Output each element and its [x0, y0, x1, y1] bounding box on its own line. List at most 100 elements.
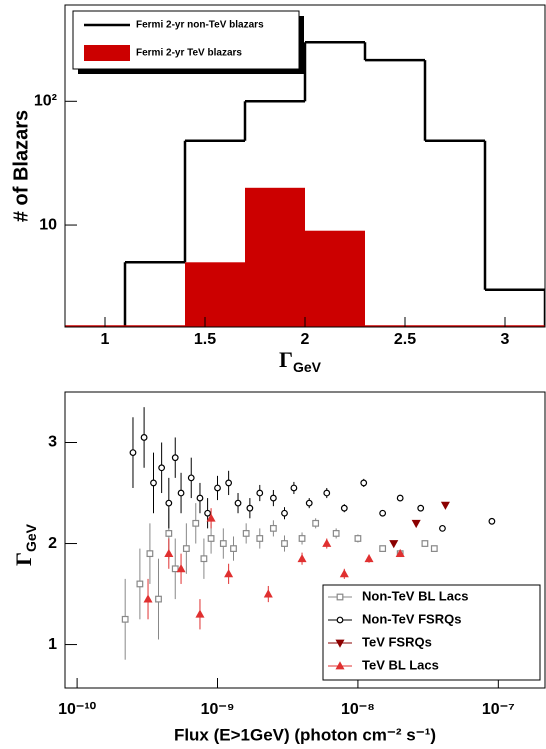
y-tick-label: 10² — [34, 93, 57, 110]
marker — [195, 609, 205, 618]
marker — [224, 569, 234, 578]
marker — [312, 519, 320, 527]
x-label-sub: GeV — [293, 359, 322, 375]
y-tick-label: 2 — [48, 535, 57, 552]
marker — [335, 639, 345, 648]
y-label-main: Γ — [11, 552, 36, 566]
hist-bar — [305, 230, 365, 327]
marker — [335, 661, 345, 670]
hist-bar — [245, 187, 305, 327]
x-tick-label: 2.5 — [394, 331, 416, 348]
marker — [430, 545, 438, 552]
marker — [256, 489, 264, 497]
marker — [121, 615, 129, 623]
marker — [204, 509, 211, 517]
marker — [143, 594, 153, 603]
marker — [206, 513, 216, 522]
legend-label: Non-TeV FSRQs — [362, 611, 461, 626]
axes: 10⁻¹⁰ 10⁻⁹ 10⁻⁸ 10⁻⁷ 1 2 3 — [48, 391, 546, 718]
frame — [64, 391, 546, 689]
marker — [322, 538, 332, 547]
marker — [165, 499, 173, 507]
marker — [336, 593, 344, 601]
x-tick-label: 1.5 — [194, 331, 216, 348]
marker — [171, 454, 179, 462]
marker — [192, 519, 200, 527]
marker — [339, 569, 349, 578]
marker — [269, 524, 277, 532]
legend-box — [322, 584, 541, 681]
y-label-sub: GeV — [23, 523, 39, 552]
marker — [323, 489, 331, 497]
marker — [340, 504, 348, 512]
y-axis-label: ΓGeV — [11, 523, 39, 566]
x-tick-label: 1 — [101, 331, 110, 348]
legend-label: Fermi 2-yr TeV blazars — [136, 48, 242, 59]
marker — [256, 535, 264, 542]
marker — [439, 524, 446, 532]
marker — [332, 530, 340, 537]
marker — [234, 499, 242, 507]
marker — [177, 489, 185, 497]
marker — [411, 519, 421, 529]
marker — [364, 553, 374, 563]
marker — [207, 535, 215, 542]
x-tick-label: 2 — [301, 331, 310, 348]
marker — [395, 548, 405, 558]
marker — [290, 484, 298, 492]
marker — [200, 555, 208, 563]
x-axis-label: ΓGeV — [279, 347, 322, 375]
marker — [281, 540, 288, 547]
marker — [225, 479, 233, 487]
marker — [155, 595, 162, 603]
marker — [379, 545, 387, 552]
marker — [417, 504, 425, 512]
y-tick-label: 1 — [48, 636, 57, 653]
marker — [214, 484, 221, 492]
marker — [246, 504, 254, 512]
axes: 1 1.5 2 2.5 3 10 10² — [34, 4, 546, 348]
y-axis-label: # of Blazars — [10, 110, 32, 222]
marker — [298, 535, 306, 542]
marker — [421, 540, 429, 547]
marker — [360, 479, 368, 487]
marker — [165, 530, 173, 537]
marker — [440, 501, 450, 510]
marker — [336, 616, 344, 624]
marker — [146, 550, 154, 558]
legend: Fermi 2-yr non-TeV blazars Fermi 2-yr TeV… — [72, 10, 304, 74]
y-tick-label: 3 — [48, 434, 57, 451]
legend-label: TeV BL Lacs — [362, 657, 439, 672]
marker — [158, 464, 166, 472]
marker — [297, 553, 307, 563]
marker — [129, 449, 137, 457]
x-tick-label: 10⁻⁹ — [201, 701, 235, 718]
plot-area — [123, 41, 545, 327]
marker — [281, 509, 288, 517]
x-tick-label: 10⁻⁷ — [482, 701, 515, 718]
plot-area — [121, 407, 496, 660]
marker — [389, 540, 399, 549]
marker — [488, 517, 496, 525]
marker — [187, 474, 195, 482]
legend-swatch — [84, 45, 130, 61]
marker — [196, 494, 204, 502]
marker — [263, 589, 273, 598]
legend-label: Fermi 2-yr non-TeV blazars — [136, 20, 264, 31]
marker — [171, 565, 179, 573]
legend-label: Non-TeV BL Lacs — [362, 588, 468, 603]
marker — [396, 494, 404, 502]
y-tick-label: 10 — [39, 216, 57, 233]
marker — [305, 499, 313, 507]
legend: Non-TeV BL Lacs Non-TeV FSRQs TeV FSRQs TeV… — [322, 584, 541, 681]
marker — [164, 548, 174, 558]
marker — [230, 545, 237, 552]
marker — [136, 580, 144, 588]
marker — [242, 530, 250, 537]
marker — [219, 540, 227, 547]
marker — [140, 434, 148, 441]
marker — [176, 564, 186, 573]
marker — [354, 535, 362, 542]
x-tick-label: 10⁻⁸ — [341, 701, 375, 718]
